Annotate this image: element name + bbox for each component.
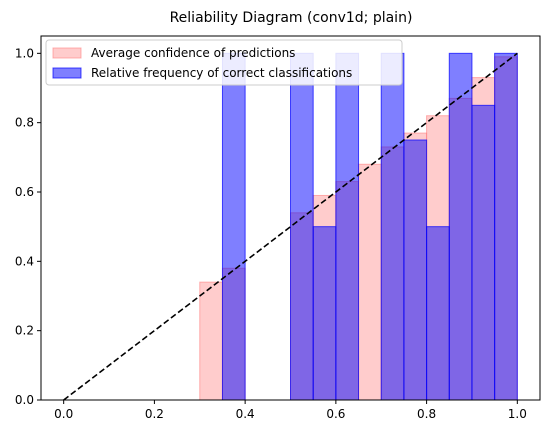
diagonal-reference-line (63, 52, 518, 401)
x-tick-label: 0.2 (145, 407, 164, 421)
chart-title: Reliability Diagram (conv1d; plain) (170, 10, 413, 26)
bar-accuracy-3 (335, 52, 360, 401)
bar-confidence-0 (199, 281, 223, 401)
legend-box (45, 39, 403, 86)
bar-accuracy-1 (290, 52, 314, 401)
y-tick-label: 0.2 (15, 324, 34, 338)
bar-accuracy-4 (380, 52, 405, 401)
plot-frame (40, 35, 541, 401)
bar-accuracy-5 (403, 139, 428, 401)
bar-accuracy-7 (448, 52, 473, 401)
y-tick-label: 0.6 (15, 185, 34, 199)
y-tick-label: 0.0 (15, 393, 34, 407)
bar-accuracy-6 (426, 226, 450, 401)
bar-accuracy-0 (221, 52, 246, 401)
y-tick-label: 0.8 (15, 116, 34, 130)
bar-accuracy-8 (471, 104, 496, 401)
y-axis: 0.0 0.2 0.4 0.6 0.8 1.0 (15, 46, 41, 407)
y-tick-label: 1.0 (15, 46, 34, 60)
legend-label: Relative frequency of correct classifica… (91, 66, 352, 80)
x-tick-label: 0.8 (417, 407, 436, 421)
legend-swatch (52, 47, 82, 59)
x-tick-label: 0.4 (236, 407, 255, 421)
bar-accuracy-9 (494, 52, 518, 401)
x-axis: 0.0 0.2 0.4 0.6 0.8 1.0 (54, 400, 527, 421)
y-tick-label: 0.4 (15, 254, 34, 268)
reference-line-layer (63, 52, 518, 401)
bars-layer (199, 52, 518, 401)
x-tick-label: 1.0 (508, 407, 527, 421)
legend-swatch (52, 67, 82, 79)
legend: Average confidence of predictions Relativ… (45, 39, 403, 86)
bar-confidence-5 (358, 163, 382, 401)
bar-accuracy-2 (312, 226, 337, 401)
legend-label: Average confidence of predictions (91, 46, 295, 60)
x-tick-label: 0.0 (54, 407, 73, 421)
x-tick-label: 0.6 (326, 407, 345, 421)
